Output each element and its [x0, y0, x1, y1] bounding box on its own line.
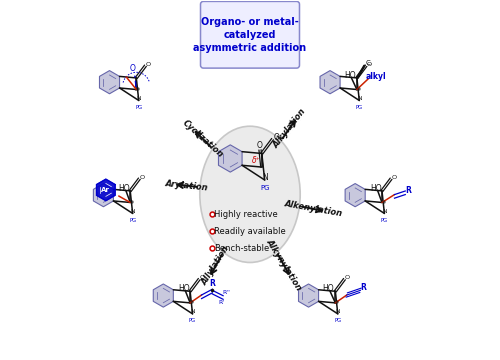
Text: N: N — [357, 96, 362, 101]
Text: O: O — [130, 64, 136, 73]
Text: N: N — [336, 309, 340, 314]
Text: Arylation: Arylation — [164, 179, 208, 192]
Text: HO: HO — [322, 284, 334, 293]
Text: *: * — [382, 200, 386, 209]
Text: Readily available: Readily available — [214, 227, 286, 236]
Text: Organo- or metal-
catalyzed
asymmetric addition: Organo- or metal- catalyzed asymmetric a… — [194, 17, 306, 53]
Text: alkyl: alkyl — [365, 72, 386, 81]
Text: δ⁺: δ⁺ — [252, 156, 260, 165]
Text: HO: HO — [370, 184, 382, 193]
Text: O: O — [200, 275, 205, 280]
Text: Alkenylation: Alkenylation — [283, 199, 343, 219]
Polygon shape — [100, 71, 119, 94]
Ellipse shape — [200, 126, 300, 262]
Text: *: * — [190, 300, 194, 309]
Text: Cyclization: Cyclization — [180, 118, 224, 159]
Text: PG: PG — [129, 218, 136, 222]
Text: O: O — [273, 133, 279, 142]
Polygon shape — [298, 284, 318, 307]
Text: R'': R'' — [222, 289, 230, 294]
Polygon shape — [345, 184, 365, 207]
Text: R: R — [405, 186, 411, 195]
Text: Ar: Ar — [102, 187, 110, 193]
Text: N: N — [136, 96, 141, 101]
Polygon shape — [320, 71, 340, 94]
Polygon shape — [96, 179, 115, 201]
Polygon shape — [94, 184, 114, 207]
Text: R: R — [210, 279, 216, 288]
Text: PG: PG — [334, 318, 342, 323]
Text: N: N — [190, 309, 195, 314]
Text: PG: PG — [381, 218, 388, 222]
Text: HO: HO — [344, 71, 356, 80]
Text: O: O — [366, 62, 372, 67]
Text: O: O — [146, 62, 151, 67]
Polygon shape — [218, 145, 242, 172]
Text: N: N — [382, 209, 386, 214]
Text: O: O — [392, 175, 396, 180]
Text: Alkynylation: Alkynylation — [264, 238, 304, 293]
Text: N: N — [262, 173, 268, 182]
Text: HO: HO — [118, 184, 130, 193]
Text: C: C — [365, 59, 370, 66]
Text: N: N — [130, 209, 135, 214]
Text: *: * — [130, 200, 134, 209]
Text: Bench-stable: Bench-stable — [214, 244, 270, 253]
Text: Highly reactive: Highly reactive — [214, 210, 278, 219]
Text: PG: PG — [260, 185, 270, 191]
FancyBboxPatch shape — [200, 1, 300, 68]
Text: R: R — [360, 283, 366, 292]
Text: PG: PG — [135, 105, 142, 110]
Text: R': R' — [218, 300, 224, 305]
Text: *: * — [356, 87, 361, 96]
Text: O: O — [140, 175, 145, 180]
Text: *: * — [335, 300, 340, 309]
Text: *: * — [136, 87, 140, 96]
Text: PG: PG — [189, 318, 196, 323]
Polygon shape — [154, 284, 174, 307]
Text: PG: PG — [356, 105, 363, 110]
Text: HO: HO — [178, 284, 190, 293]
Text: O: O — [345, 275, 350, 280]
Text: Alkylation: Alkylation — [271, 107, 308, 150]
Text: O: O — [257, 141, 263, 150]
Text: Allylation: Allylation — [200, 244, 232, 287]
